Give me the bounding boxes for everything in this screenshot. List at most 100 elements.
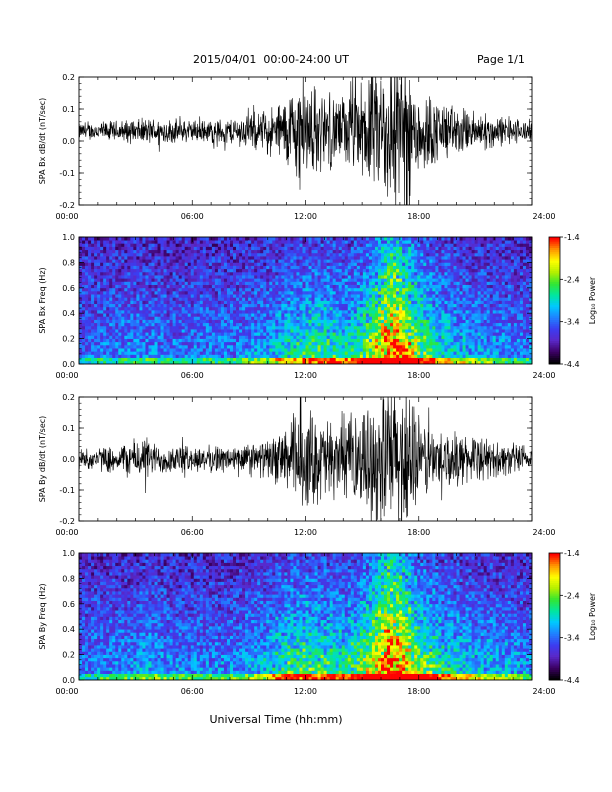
spectrogram-cell — [257, 338, 261, 343]
spectrogram-cell — [130, 268, 134, 273]
spectrogram-cell — [94, 351, 98, 355]
spectrogram-cell — [118, 275, 122, 279]
spectrogram-cell — [408, 322, 412, 327]
spectrogram-cell — [148, 259, 152, 263]
spectrogram-cell — [100, 284, 104, 289]
spectrogram-cell — [236, 278, 240, 282]
spectrogram-cell — [411, 313, 415, 317]
spectrogram-cell — [190, 348, 195, 352]
spectrogram-cell — [444, 335, 448, 339]
spectrogram-cell — [118, 335, 122, 339]
spectrogram-cell — [184, 329, 189, 333]
spectrogram-cell — [130, 316, 134, 320]
spectrogram-cell — [344, 256, 349, 260]
spectrogram-cell — [317, 240, 321, 244]
spectrogram-cell — [287, 259, 291, 263]
spectrogram-cell — [196, 275, 201, 279]
spectrogram-cell — [359, 348, 364, 352]
spectrogram-cell — [408, 335, 412, 339]
spectrogram-cell — [88, 348, 92, 352]
spectrogram-cell — [257, 246, 261, 251]
spectrogram-cell — [296, 262, 300, 266]
spectrogram-cell — [178, 360, 183, 364]
spectrogram-cell — [278, 332, 282, 336]
spectrogram-cell — [239, 329, 243, 333]
spectrogram-cell — [263, 319, 267, 324]
spectrogram-cell — [187, 348, 192, 352]
spectrogram-cell — [121, 256, 125, 260]
spectrogram-cell — [329, 262, 334, 266]
spectrogram-cell — [374, 335, 379, 339]
spectrogram-cell — [118, 284, 122, 289]
spectrogram-cell — [106, 300, 110, 305]
spectrogram-cell — [405, 316, 409, 320]
spectrogram-cell — [85, 249, 89, 254]
spectrogram-cell — [368, 303, 373, 308]
spectrogram-cell — [396, 252, 400, 257]
spectrogram-cell — [365, 338, 370, 343]
spectrogram-cell — [278, 354, 282, 358]
spectrogram-cell — [254, 281, 258, 285]
spectrogram-cell — [160, 265, 164, 270]
spectrogram-cell — [163, 294, 167, 298]
spectrogram-cell — [181, 316, 186, 320]
spectrogram-cell — [278, 325, 282, 330]
spectrogram-cell — [217, 338, 222, 343]
spectrogram-cell — [305, 284, 309, 289]
spectrogram-cell — [226, 322, 231, 327]
spectrogram-cell — [320, 351, 324, 355]
spectrogram-cell — [402, 281, 406, 285]
spectrogram-cell — [272, 243, 276, 247]
spectrogram-cell — [411, 243, 415, 247]
spectrogram-cell — [335, 284, 340, 289]
spectrogram-cell — [381, 268, 385, 273]
spectrogram-cell — [82, 287, 86, 292]
spectrogram-cell — [202, 237, 207, 241]
spectrogram-cell — [387, 240, 391, 244]
spectrogram-cell — [118, 310, 122, 314]
spectrogram-cell — [166, 281, 170, 285]
spectrogram-cell — [323, 335, 327, 339]
spectrogram-cell — [79, 268, 83, 273]
spectrogram-cell — [387, 262, 391, 266]
spectrogram-cell — [121, 268, 125, 273]
spectrogram-cell — [211, 259, 216, 263]
spectrogram-cell — [402, 271, 406, 276]
spectrogram-cell — [217, 265, 222, 270]
spectrogram-cell — [196, 246, 201, 251]
spectrogram-cell — [314, 329, 318, 333]
spectrogram-cell — [326, 360, 331, 364]
spectrogram-cell — [402, 341, 406, 346]
spectrogram-cell — [251, 284, 255, 289]
spectrogram-cell — [266, 259, 270, 263]
spectrogram-cell — [341, 249, 346, 254]
spectrogram-cell — [202, 354, 207, 358]
spectrogram-cell — [115, 354, 119, 358]
spectrogram-cell — [233, 313, 237, 317]
spectrogram-cell — [423, 332, 427, 336]
spectrogram-cell — [414, 316, 418, 320]
spectrogram-cell — [226, 332, 231, 336]
spectrogram-cell — [426, 290, 430, 295]
spectrogram-cell — [362, 335, 367, 339]
spectrogram-cell — [420, 303, 424, 308]
spectrogram-cell — [245, 297, 249, 301]
spectrogram-cell — [94, 341, 98, 346]
spectrogram-cell — [157, 313, 161, 317]
spectrogram-cell — [393, 268, 397, 273]
spectrogram-cell — [420, 265, 424, 270]
spectrogram-cell — [127, 341, 131, 346]
spectrogram-cell — [417, 332, 421, 336]
spectrogram-cell — [429, 297, 433, 301]
spectrogram-cell — [205, 341, 210, 346]
spectrogram-cell — [323, 300, 327, 305]
spectrogram-cell — [208, 278, 213, 282]
spectrogram-cell — [305, 329, 309, 333]
spectrogram-cell — [311, 310, 315, 314]
spectrogram-cell — [205, 319, 210, 324]
spectrogram-cell — [356, 351, 361, 355]
spectrogram-cell — [211, 281, 216, 285]
spectrogram-cell — [426, 357, 430, 362]
spectrogram-cell — [100, 322, 104, 327]
spectrogram-cell — [402, 240, 406, 244]
